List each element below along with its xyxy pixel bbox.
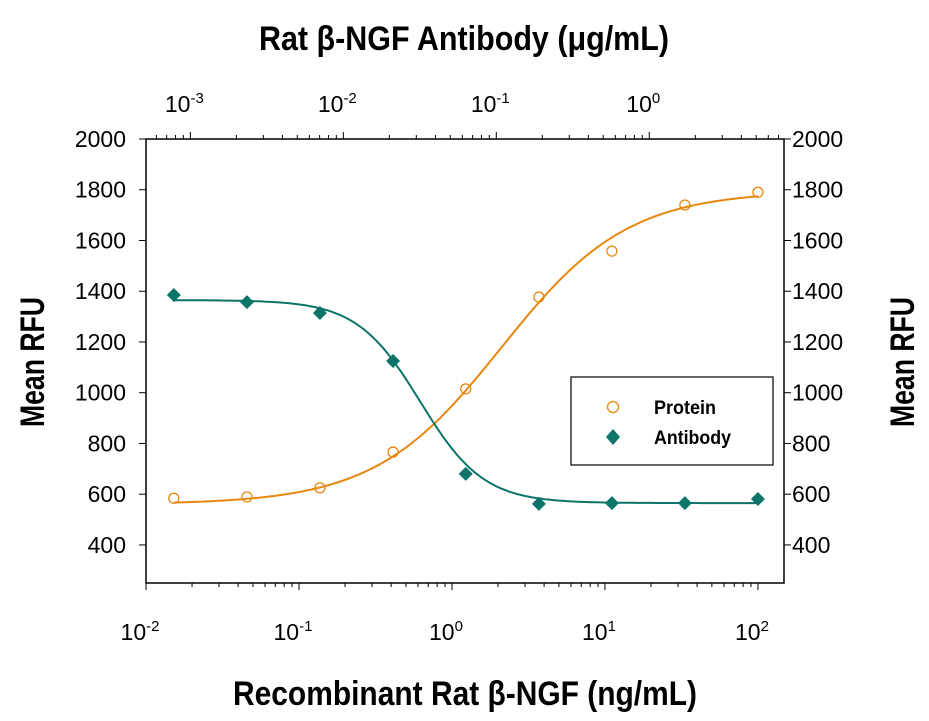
top-axis-title: Rat β-NGF Antibody (μg/mL) (259, 20, 669, 58)
y-axis-tick-label-right: 1800 (792, 177, 843, 203)
legend-marker-protein (606, 400, 620, 414)
y-axis-tick-label-right: 800 (792, 430, 830, 456)
data-point-protein (533, 291, 545, 303)
legend: Protein Antibody (570, 376, 774, 466)
data-point-protein (679, 199, 691, 211)
x-axis-tick-label: 101 (582, 618, 616, 645)
y-axis-tick-label-left: 1000 (75, 380, 126, 406)
legend-label-antibody: Antibody (654, 428, 731, 449)
fit-curve-antibody (173, 299, 758, 505)
x-axis-title: Recombinant Rat β-NGF (ng/mL) (233, 675, 697, 713)
top-axis-tick-label: 10-2 (318, 90, 357, 117)
y-axis-tick-label-right: 2000 (792, 126, 843, 152)
top-axis-tick-label: 10-1 (471, 90, 510, 117)
legend-box (570, 376, 774, 466)
data-point-antibody (531, 496, 546, 511)
fit-curve-protein (173, 195, 759, 504)
top-axis-tick-label: 100 (626, 90, 660, 117)
x-axis-tick-label: 10-2 (121, 618, 160, 645)
y-axis-tick-label-left: 400 (88, 532, 126, 558)
y-axis-tick-label-left: 600 (88, 481, 126, 507)
data-point-protein (752, 186, 764, 198)
data-point-antibody (166, 288, 181, 303)
y-axis-tick-label-left: 2000 (75, 126, 126, 152)
y-axis-tick-label-right: 600 (792, 481, 830, 507)
data-point-protein (241, 491, 253, 503)
y-axis-tick-label-left: 1400 (75, 278, 126, 304)
x-axis-tick-label: 100 (429, 618, 463, 645)
data-point-antibody (677, 496, 692, 511)
data-point-antibody (750, 492, 765, 507)
fit-curves (173, 195, 759, 505)
data-point-antibody (604, 496, 619, 511)
y-axis-tick-label-left: 800 (88, 430, 126, 456)
data-point-protein (168, 492, 180, 504)
y-axis-title-right: Mean RFU (884, 297, 922, 427)
legend-marker-antibody (606, 429, 620, 445)
y-axis-tick-label-left: 1600 (75, 227, 126, 253)
data-points (166, 186, 765, 511)
top-axis-tick-label: 10-3 (165, 90, 204, 117)
data-point-protein (606, 245, 618, 257)
data-point-protein (387, 446, 399, 458)
y-axis-tick-label-left: 1200 (75, 329, 126, 355)
data-point-antibody (386, 354, 401, 368)
data-point-protein (314, 482, 326, 494)
data-point-antibody (312, 306, 327, 321)
plot-frame (145, 138, 785, 584)
y-axis-tick-label-right: 1600 (792, 227, 843, 253)
x-axis-tick-label: 10-1 (274, 618, 313, 645)
y-axis-tick-label-right: 400 (792, 532, 830, 558)
data-point-protein (460, 383, 472, 395)
y-axis-tick-label-right: 1000 (792, 380, 843, 406)
y-axis-title-left: Mean RFU (14, 297, 52, 427)
data-point-antibody (239, 295, 254, 310)
y-axis-tick-label-right: 1200 (792, 329, 843, 355)
y-axis-tick-label-left: 1800 (75, 177, 126, 203)
y-axis-tick-label-right: 1400 (792, 278, 843, 304)
legend-label-protein: Protein (654, 398, 716, 419)
axes: 10-2 10-1 100 101 102 10-3 10-2 10-1 100 400 400 60… (75, 90, 843, 645)
data-point-antibody (458, 466, 473, 481)
x-axis-tick-label: 102 (735, 618, 769, 645)
